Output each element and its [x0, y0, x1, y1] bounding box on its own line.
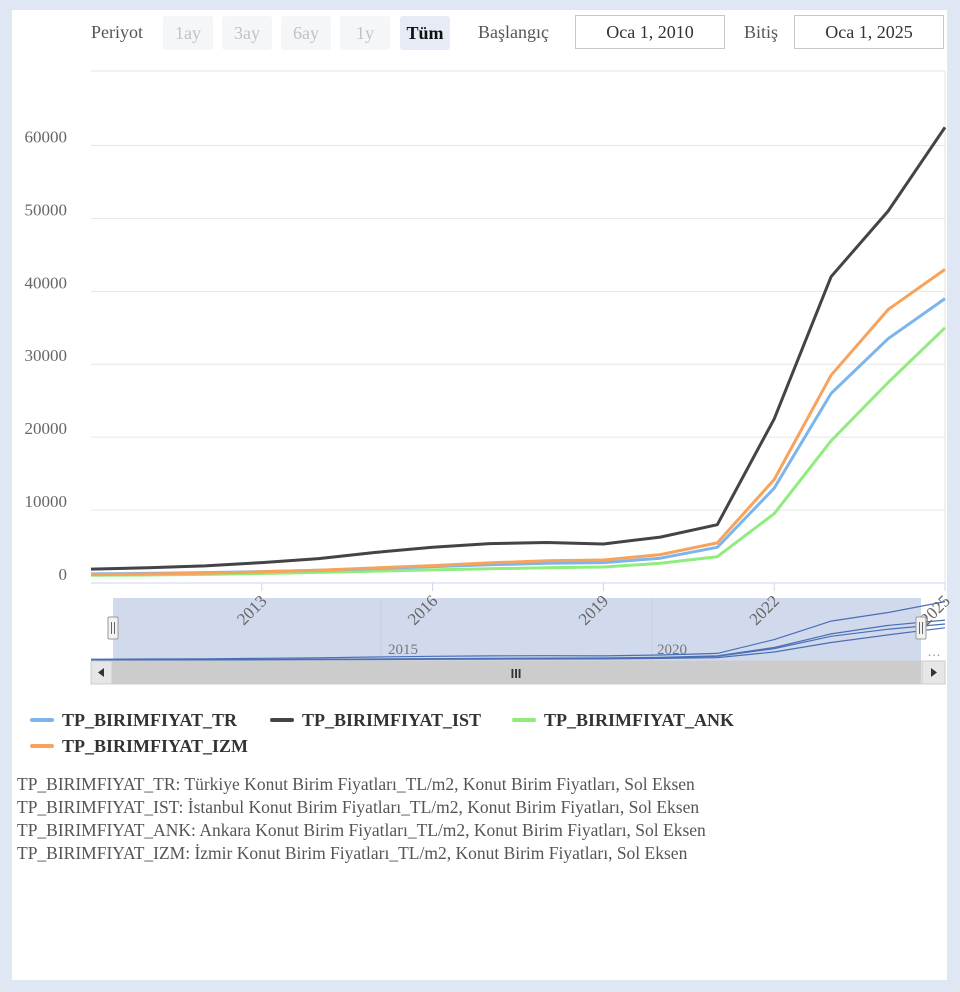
navigator-label: 2015 [388, 642, 418, 658]
y-tick-label: 50000 [25, 200, 68, 219]
start-date-input[interactable]: Oca 1, 2010 [575, 15, 725, 49]
navigator-handle-left[interactable] [107, 616, 119, 640]
range-button-all[interactable]: Tüm [400, 16, 450, 50]
scrollbar-grip: III [511, 666, 522, 681]
series-descriptions: TP_BIRIMFIYAT_TR: Türkiye Konut Birim Fi… [17, 773, 706, 865]
series-description: TP_BIRIMFIYAT_IST: İstanbul Konut Birim … [17, 797, 700, 817]
range-button-3ay[interactable]: 3ay [222, 16, 272, 50]
y-tick-label: 40000 [25, 273, 68, 292]
navigator-series [90, 601, 946, 660]
navigator-mask [113, 598, 921, 661]
chart-panel [12, 10, 947, 980]
navigator-series [90, 619, 946, 661]
range-button-6ay[interactable]: 6ay [281, 16, 331, 50]
navigator-background [91, 598, 945, 661]
y-tick-label: 20000 [25, 419, 68, 438]
series-lines [90, 126, 947, 577]
grid [91, 70, 946, 591]
legend-label: TP_BIRIMFIYAT_TR [62, 710, 238, 730]
navigator-label: 2020 [657, 642, 687, 658]
navigator-handle-right[interactable] [915, 616, 927, 640]
legend-item-izm[interactable]: TP_BIRIMFIYAT_IZM [30, 736, 248, 758]
series-description: TP_BIRIMFIYAT_IZM: İzmir Konut Birim Fiy… [17, 843, 688, 863]
y-tick-label: 30000 [25, 346, 68, 365]
period-label: Periyot [91, 22, 143, 42]
legend-swatch [30, 717, 54, 722]
caret-left-icon [98, 668, 104, 677]
legend-item-tr[interactable]: TP_BIRIMFIYAT_TR [30, 710, 237, 732]
y-tick-label: 10000 [25, 492, 68, 511]
legend-label: TP_BIRIMFIYAT_ANK [544, 710, 735, 730]
legend-item-ist[interactable]: TP_BIRIMFIYAT_IST [270, 710, 481, 732]
series-line-tp-birimfiyat-tr [90, 297, 946, 576]
caret-right-icon [931, 668, 937, 677]
legend-label: TP_BIRIMFIYAT_IST [302, 710, 482, 730]
series-line-tp-birimfiyat-ank [90, 326, 947, 577]
series-description: TP_BIRIMFIYAT_TR: Türkiye Konut Birim Fi… [17, 774, 695, 794]
chart-area: 0 10000 20000 30000 40000 50000 60000 2015 2020… [25, 70, 954, 685]
legend-swatch [512, 717, 536, 722]
end-date-label: Bitiş [744, 22, 779, 42]
series-description: TP_BIRIMFIYAT_ANK: Ankara Konut Birim Fi… [17, 820, 706, 840]
end-date-input[interactable]: Oca 1, 2025 [794, 15, 944, 49]
legend-swatch [270, 717, 294, 722]
legend-item-ank[interactable]: TP_BIRIMFIYAT_ANK [512, 710, 734, 732]
navigator-scrollbar[interactable]: III [90, 660, 946, 685]
y-tick-label: 60000 [25, 127, 68, 146]
y-tick-label: 0 [59, 565, 68, 584]
legend-swatch [30, 743, 54, 748]
series-line-tp-birimfiyat-izm [90, 268, 946, 577]
start-date-label: Başlangıç [478, 22, 549, 42]
navigator-ellipsis: … [927, 643, 941, 659]
range-button-1ay[interactable]: 1ay [163, 16, 213, 50]
range-button-1y[interactable]: 1y [340, 16, 390, 50]
y-axis-ticks: 0 10000 20000 30000 40000 50000 60000 [25, 127, 68, 584]
series-line-tp-birimfiyat-ist [90, 126, 947, 571]
legend-label: TP_BIRIMFIYAT_IZM [62, 736, 249, 756]
scrollbar-thumb[interactable] [111, 661, 921, 684]
